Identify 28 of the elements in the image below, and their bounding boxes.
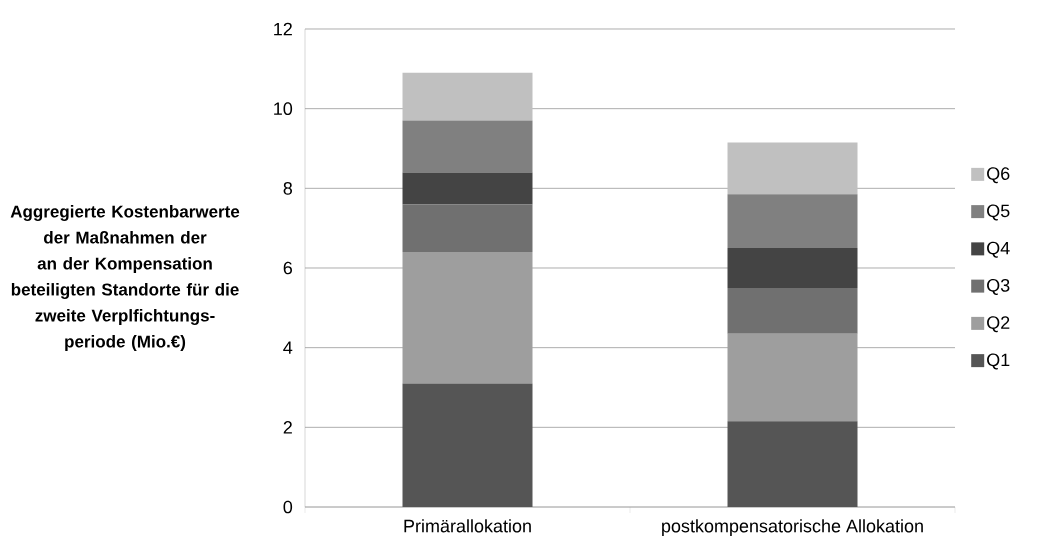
y-tick-label: 8: [283, 181, 293, 195]
bar: [727, 333, 858, 422]
legend-label: Q6: [987, 167, 1010, 184]
legend-label: Q2: [987, 316, 1010, 333]
y-tick-label: 2: [283, 421, 292, 434]
bar: [727, 248, 858, 288]
bar: [727, 194, 858, 249]
y-tick-label: 0: [283, 500, 293, 514]
y-tick-label: 6: [283, 261, 293, 275]
bar: [402, 72, 533, 121]
bar: [727, 287, 858, 334]
bar: [727, 421, 858, 507]
bar: [402, 204, 533, 253]
y-tick-label: 12: [274, 22, 292, 36]
legend-label: Q5: [987, 204, 1010, 221]
legend-label: Q4: [987, 241, 1010, 258]
legend-label: Q3: [987, 279, 1010, 295]
x-tick-label: Primärallokation: [404, 519, 531, 533]
bar: [402, 172, 533, 205]
y-tick-label: 4: [283, 341, 293, 354]
bar: [402, 120, 533, 173]
y-tick-label: 10: [274, 102, 293, 116]
bar: [402, 252, 533, 384]
x-tick-label: postkompensatorische Allokation: [662, 519, 923, 536]
y-axis-title: Aggregierte Kostenbarwerte der Maßnahmen der an der Kompensation beteiligten Standorte für die zweite Verplfichtungs-periode (Mio.€): [10, 205, 240, 351]
legend-label: Q1: [987, 353, 1010, 370]
bar: [727, 142, 858, 195]
bar: [402, 383, 533, 507]
